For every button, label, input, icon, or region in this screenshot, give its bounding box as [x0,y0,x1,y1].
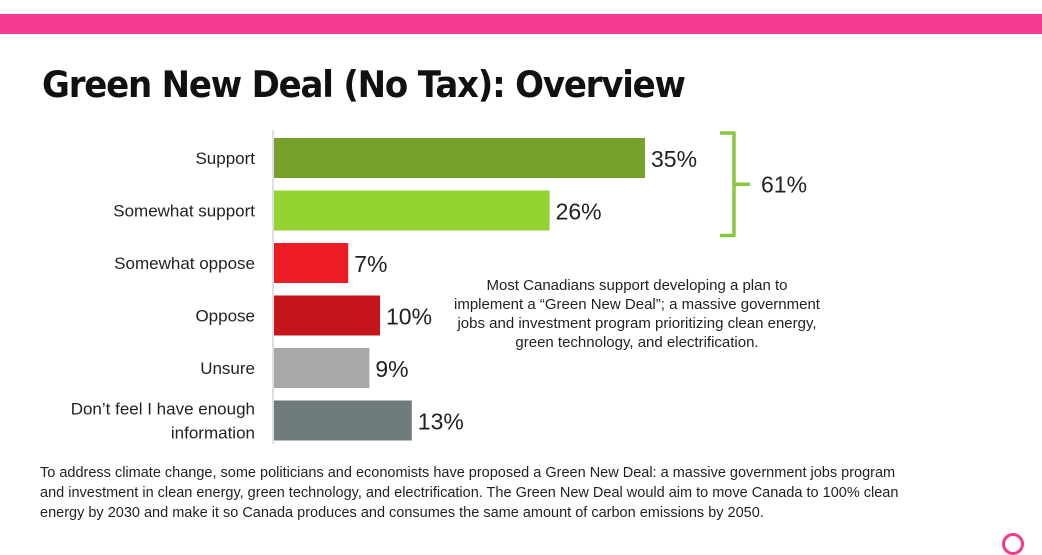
category-label: Oppose [195,307,255,326]
data-label: 35% [651,146,697,172]
top-accent-bar [0,14,1042,34]
page-title: Green New Deal (No Tax): Overview [42,64,686,107]
bar [274,243,349,283]
data-label: 13% [418,409,464,435]
bar [274,348,370,388]
category-label: Support [195,149,255,168]
category-label: information [171,424,255,443]
category-label: Unsure [200,359,255,378]
question-wording-footnote: To address climate change, some politici… [40,465,899,521]
data-label: 26% [556,199,602,225]
data-label: 10% [386,304,432,330]
data-label: 7% [354,251,387,277]
category-label: Don’t feel I have enough [71,400,255,419]
category-label: Somewhat oppose [114,254,255,273]
chart-annotation-note: Most Canadians support developing a plan… [454,277,820,351]
bracket [720,131,750,238]
bar [274,400,412,441]
corner-logo-mark [1002,533,1024,555]
category-label: Somewhat support [113,202,255,221]
data-label: 9% [375,356,408,382]
bracket-total-label: 61% [761,171,807,197]
bar [274,190,550,231]
bar [274,295,380,336]
bar [274,138,645,178]
